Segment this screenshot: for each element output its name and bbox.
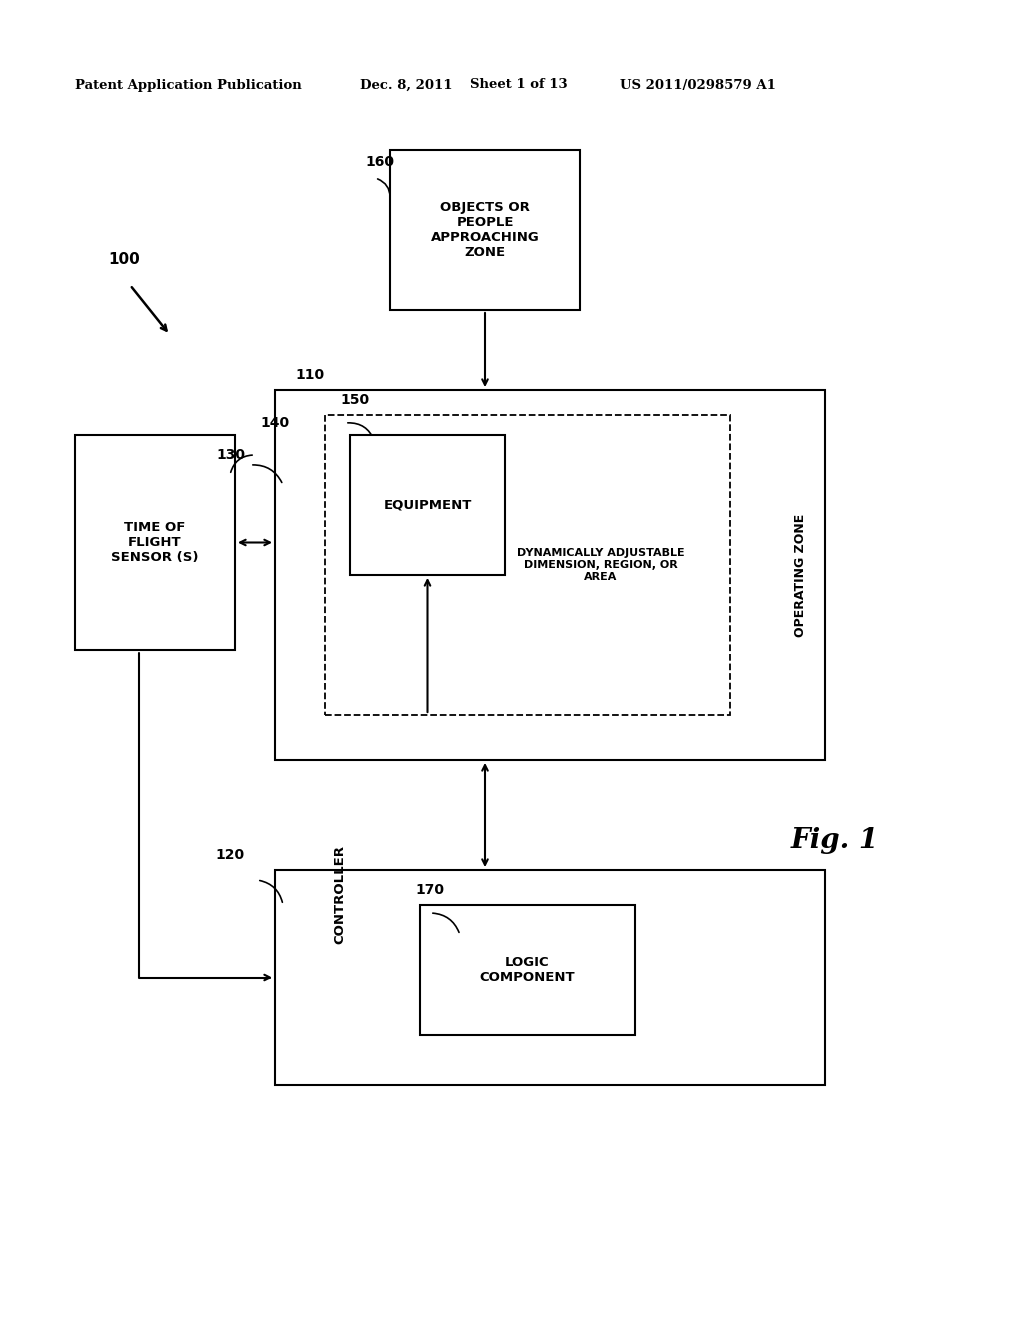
Text: US 2011/0298579 A1: US 2011/0298579 A1 (620, 78, 776, 91)
Text: DYNAMICALLY ADJUSTABLE
DIMENSION, REGION, OR
AREA: DYNAMICALLY ADJUSTABLE DIMENSION, REGION… (516, 548, 684, 582)
Text: 100: 100 (108, 252, 139, 268)
Text: Patent Application Publication: Patent Application Publication (75, 78, 302, 91)
Text: OBJECTS OR
PEOPLE
APPROACHING
ZONE: OBJECTS OR PEOPLE APPROACHING ZONE (431, 201, 540, 259)
Text: Sheet 1 of 13: Sheet 1 of 13 (470, 78, 567, 91)
Text: LOGIC
COMPONENT: LOGIC COMPONENT (479, 956, 575, 983)
Bar (390, 150, 580, 310)
Text: 170: 170 (415, 883, 444, 898)
Text: CONTROLLER: CONTROLLER (334, 846, 346, 945)
Bar (420, 906, 635, 1035)
Bar (325, 414, 730, 715)
Text: Dec. 8, 2011: Dec. 8, 2011 (360, 78, 453, 91)
Bar (275, 389, 825, 760)
Text: OPERATING ZONE: OPERATING ZONE (794, 513, 807, 636)
Text: TIME OF
FLIGHT
SENSOR (S): TIME OF FLIGHT SENSOR (S) (112, 521, 199, 564)
Text: EQUIPMENT: EQUIPMENT (383, 499, 472, 511)
Text: 140: 140 (260, 416, 289, 430)
Bar (350, 436, 505, 576)
Text: 110: 110 (295, 368, 325, 381)
Text: 120: 120 (216, 847, 245, 862)
Text: 130: 130 (216, 447, 245, 462)
Bar (75, 436, 234, 649)
Text: 150: 150 (340, 393, 369, 407)
Bar (275, 870, 825, 1085)
Text: Fig. 1: Fig. 1 (791, 826, 879, 854)
Text: 160: 160 (365, 154, 394, 169)
